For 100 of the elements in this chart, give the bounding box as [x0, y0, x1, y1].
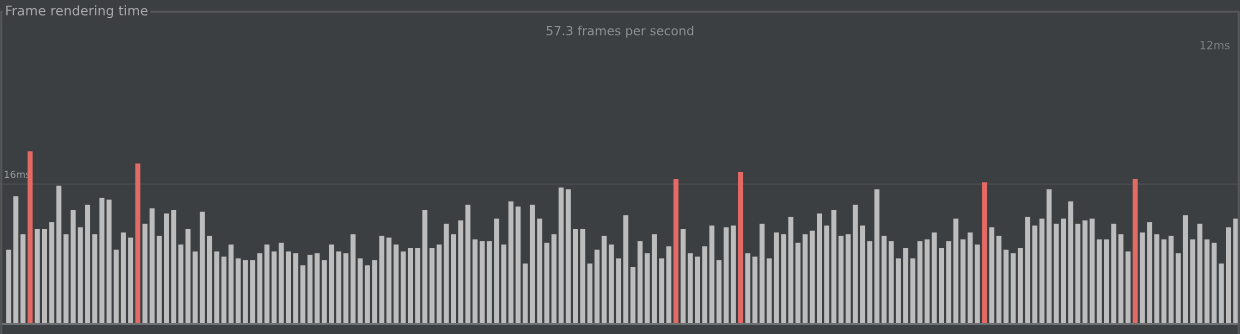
bar: [917, 241, 923, 324]
bar: [752, 256, 758, 324]
bar: [436, 244, 442, 324]
bar: [77, 227, 83, 324]
bar: [329, 244, 335, 324]
bar: [903, 248, 909, 324]
bar: [501, 244, 507, 324]
bar: [185, 229, 191, 324]
bar: [472, 239, 478, 324]
bar: [379, 235, 385, 324]
bar: [49, 222, 55, 324]
bar: [400, 251, 406, 324]
bar: [1017, 248, 1023, 324]
bar: [192, 251, 198, 324]
bar: [673, 178, 679, 324]
bar: [250, 260, 256, 324]
bar: [1226, 227, 1232, 324]
bar: [974, 244, 980, 324]
bar: [1118, 234, 1124, 324]
bar: [938, 248, 944, 324]
bar: [601, 235, 607, 324]
bar: [1233, 218, 1239, 324]
bar: [171, 210, 177, 324]
bar: [953, 218, 959, 324]
bar: [479, 241, 485, 324]
bar: [1046, 189, 1052, 324]
bar: [465, 204, 471, 324]
bar: [573, 229, 579, 324]
bar: [34, 229, 40, 324]
bar: [106, 199, 112, 324]
bar: [1218, 263, 1224, 324]
bar: [27, 151, 33, 324]
bar: [860, 225, 866, 324]
bar: [529, 204, 535, 324]
bar: [637, 241, 643, 324]
chart-title: Frame rendering time: [6, 5, 148, 19]
bar: [616, 258, 622, 324]
bar: [415, 248, 421, 324]
bar: [278, 242, 284, 324]
bar: [982, 182, 988, 324]
bar: [594, 249, 600, 324]
bar: [314, 253, 320, 324]
bar: [773, 232, 779, 324]
bar: [709, 225, 715, 324]
bar: [199, 211, 205, 324]
bar: [1053, 223, 1059, 324]
bar: [766, 258, 772, 324]
bar: [1010, 253, 1016, 324]
bar: [293, 253, 299, 324]
bar: [458, 220, 464, 324]
bar: [1182, 215, 1188, 324]
bar: [874, 189, 880, 324]
bar: [723, 227, 729, 324]
bar: [99, 197, 105, 324]
bar: [1096, 239, 1102, 324]
bar: [1132, 178, 1138, 324]
bar: [92, 234, 98, 324]
bar: [1075, 223, 1081, 324]
bar: [407, 248, 413, 324]
bar: [120, 232, 126, 324]
bar: [1025, 216, 1031, 324]
bar: [56, 185, 62, 324]
bar: [515, 206, 521, 324]
bar: [659, 258, 665, 324]
bar: [1168, 235, 1174, 324]
bar: [888, 241, 894, 324]
bar: [537, 218, 543, 324]
bar: [350, 234, 356, 324]
bar: [694, 256, 701, 324]
bar: [214, 251, 220, 324]
bar: [644, 253, 650, 324]
bar: [1161, 239, 1167, 324]
bar: [623, 215, 629, 324]
bar: [687, 253, 693, 324]
bar: [895, 258, 901, 324]
bar: [630, 266, 636, 324]
bar: [336, 251, 342, 324]
bar: [587, 263, 593, 324]
bar: [257, 253, 263, 324]
chart-subtitle: 57.3 frames per second: [546, 25, 694, 38]
bar: [285, 251, 291, 324]
bar: [558, 187, 564, 324]
bar: [163, 213, 169, 324]
bar: [680, 229, 686, 324]
bar: [443, 223, 449, 324]
bar: [1139, 232, 1145, 324]
bar: [1211, 242, 1217, 324]
bar: [1068, 201, 1074, 324]
bar: [1089, 218, 1095, 324]
bar: [178, 244, 184, 324]
bar: [135, 163, 141, 324]
bar: [544, 242, 550, 324]
bar: [522, 263, 528, 324]
bar: [271, 251, 277, 324]
bar: [1190, 239, 1196, 324]
bar: [264, 244, 270, 324]
bar: [651, 234, 657, 324]
bar: [70, 210, 76, 324]
bar: [845, 234, 851, 324]
bar: [816, 213, 822, 324]
